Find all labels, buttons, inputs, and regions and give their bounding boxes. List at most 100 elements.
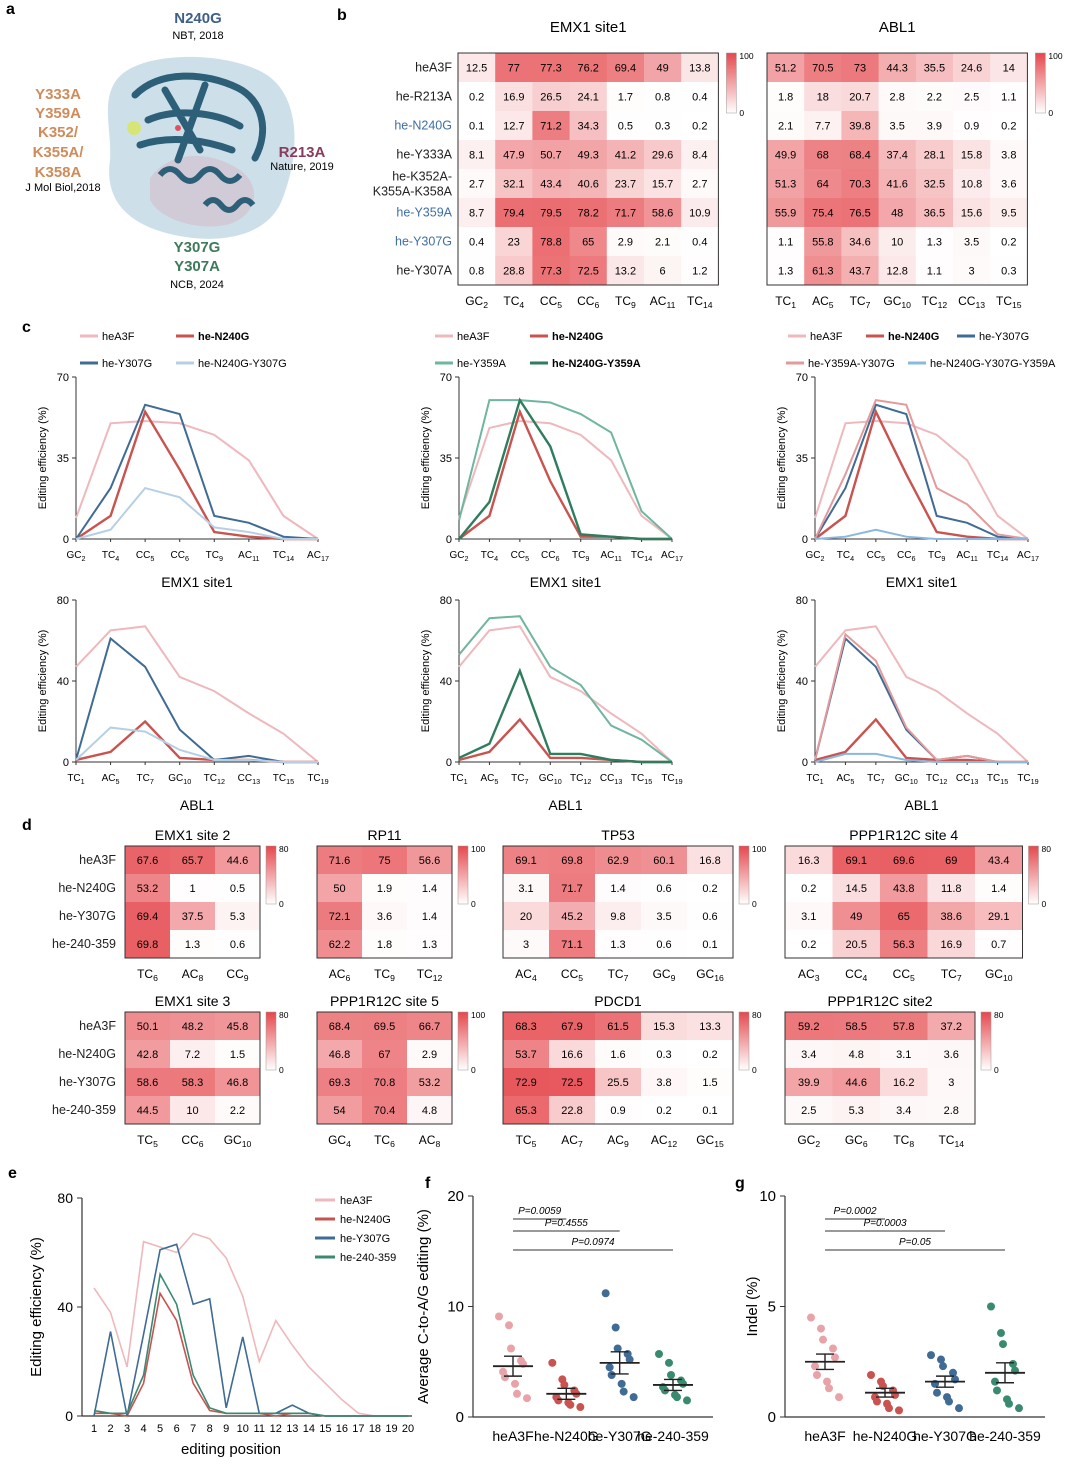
heatmap-column-label: GC9	[653, 967, 676, 983]
heatmap-row-label: he-Y333A	[396, 148, 452, 162]
heatmap-cell	[644, 198, 682, 228]
heatmap-column-label: AC8	[182, 967, 204, 983]
heatmap-cell-value: 39.8	[849, 121, 870, 133]
series-line	[94, 1291, 408, 1417]
heatmap-cell	[915, 140, 954, 170]
heatmap-cell	[458, 140, 496, 170]
x-tick-label: heA3F	[804, 1428, 845, 1444]
y-tick-label: 70	[796, 372, 808, 384]
data-point	[819, 1335, 827, 1344]
heatmap-cell-value: 69.6	[893, 855, 914, 867]
data-point	[605, 1363, 614, 1372]
color-scale-bar	[265, 845, 277, 905]
heatmap-cell-value: 50.7	[540, 150, 561, 162]
line-chart-c-emx1-3: 0 35 70 GC2 TC4 CC5 CC6 TC9 AC11 TC14 AC17 Editing …	[776, 331, 1056, 590]
heatmap-column-label: AC11	[650, 294, 676, 310]
y-axis-label: Editing efficiency (%)	[37, 630, 49, 733]
x-tick-label: GC2	[67, 550, 86, 563]
x-tick-label: TC12	[204, 773, 225, 786]
heatmap-cell	[927, 1040, 976, 1069]
heatmap-cell-value: 72.1	[329, 911, 350, 923]
heatmap-cell	[407, 1068, 453, 1097]
heatmap-cell-value: 32.1	[503, 179, 524, 191]
heatmap-cell	[641, 874, 688, 903]
heatmap-frame	[124, 1011, 261, 1125]
heatmap-cell	[767, 227, 805, 257]
heatmap-column-label: CC9	[226, 967, 248, 983]
series-line	[814, 752, 1028, 763]
data-point	[873, 1397, 881, 1406]
data-point	[560, 1380, 569, 1389]
heatmap-cell-value: 38.6	[941, 911, 962, 923]
heatmap-cell	[785, 902, 833, 931]
x-tick-label: CC5	[136, 550, 154, 563]
heatmap-cell-value: 70.5	[812, 63, 833, 75]
heatmap-cell-value: 7.7	[815, 121, 830, 133]
y-tick-label: 0	[63, 757, 69, 769]
heatmap-cell-value: 2.8	[944, 1105, 959, 1117]
chart-title: EMX1 site1	[161, 574, 233, 590]
heatmap-cell-value: 1.9	[377, 883, 392, 895]
heatmap-cell	[644, 256, 682, 286]
heatmap-cell-value: 2.9	[618, 237, 633, 249]
heatmap-cell-value: 16.8	[699, 855, 720, 867]
heatmap-cell-value: 10	[891, 237, 903, 249]
heatmap-cell	[767, 256, 805, 286]
heatmap-cell-value: 68	[817, 150, 829, 162]
color-scale-max: 80	[994, 1010, 1004, 1020]
heatmap-row-label: he-Y359A	[396, 206, 452, 220]
heatmap-cell	[595, 1096, 642, 1125]
heatmap-cell-value: 55.8	[812, 237, 833, 249]
heatmap-cell	[495, 140, 533, 170]
x-tick-label: TC1	[450, 773, 467, 786]
heatmap-cell	[170, 1012, 216, 1041]
heatmap-cell	[644, 111, 682, 141]
heatmap-cell	[532, 256, 571, 286]
heatmap-column-label: TC1	[775, 294, 796, 310]
series-line	[458, 399, 673, 540]
line-chart-c-abl1-1: 0 40 80 TC1 AC5 TC7 GC10 TC12 CC13 TC15 TC19 Editin…	[37, 595, 329, 813]
heatmap-cell-value: 69.8	[137, 939, 158, 951]
x-tick-label: CC6	[170, 550, 188, 563]
heatmap-column-label: AC6	[329, 967, 351, 983]
heatmap-row-label: he-Y307G	[59, 1075, 116, 1089]
color-scale-min: 0	[279, 899, 284, 909]
heatmap-cell-value: 15.7	[652, 179, 673, 191]
legend-label: heA3F	[102, 331, 135, 343]
heatmap-cell	[606, 140, 645, 170]
heatmap-cell-value: 3.6	[944, 1049, 959, 1061]
heatmap-cell	[549, 902, 596, 931]
x-tick-label: CC5	[867, 550, 885, 563]
heatmap-cell	[804, 227, 842, 257]
heatmap-cell	[532, 198, 571, 228]
heatmap-cell	[644, 169, 682, 199]
x-tick-label: AC5	[836, 773, 854, 786]
heatmap-cell-value: 71.2	[540, 121, 561, 133]
heatmap-cell	[595, 1068, 642, 1097]
data-point	[813, 1371, 821, 1380]
color-scale-min: 0	[752, 1065, 757, 1075]
x-tick-label: TC1	[806, 773, 823, 786]
heatmap-cell-value: 49.9	[775, 150, 796, 162]
heatmap-cell-value: 0.2	[702, 883, 717, 895]
heatmap-cell	[832, 846, 881, 875]
color-scale-min: 0	[752, 899, 757, 909]
heatmap-cell	[569, 111, 608, 141]
heatmap-frame	[502, 845, 734, 959]
heatmap-cell	[832, 930, 881, 959]
x-tick-label: CC5	[511, 550, 529, 563]
data-point	[829, 1344, 837, 1353]
heatmap-cell	[915, 111, 954, 141]
x-tick-label: CC13	[956, 773, 978, 786]
heatmap-cell-value: 69	[945, 855, 957, 867]
heatmap-cell	[495, 169, 533, 199]
x-tick-label: 1	[91, 1423, 97, 1435]
heatmap-column-label: TC7	[850, 294, 871, 310]
heatmap-cell-value: 54	[333, 1105, 345, 1117]
series-line	[75, 403, 319, 540]
x-tick-label: TC1	[67, 773, 84, 786]
heatmap-cell-value: 3.8	[656, 1077, 671, 1089]
heatmap-cell-value: 3.5	[964, 237, 979, 249]
color-scale-max: 100	[471, 1010, 485, 1020]
heatmap-column-label: TC15	[996, 294, 1022, 310]
